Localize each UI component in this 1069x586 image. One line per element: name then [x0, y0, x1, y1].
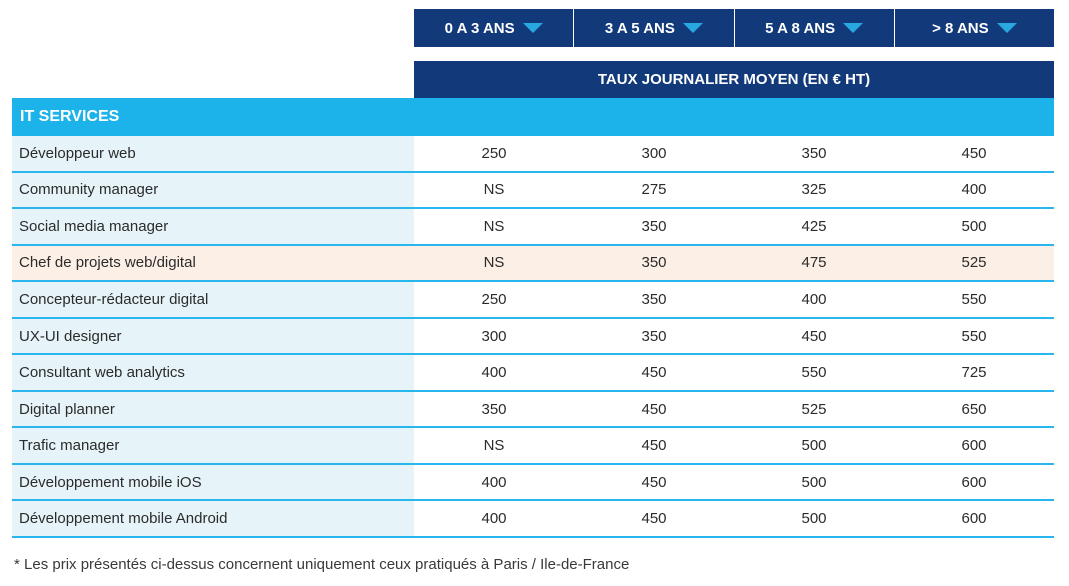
column-header-label: 5 A 8 ANS — [765, 19, 836, 37]
rate-cell: 250 — [414, 282, 574, 317]
rate-cell: 300 — [414, 318, 574, 354]
chevron-down-icon — [522, 23, 543, 33]
job-title-cell: UX-UI designer — [12, 318, 414, 354]
job-title-cell: Trafic manager — [12, 428, 414, 463]
column-header-0-3[interactable]: 0 A 3 ANS — [414, 9, 574, 47]
job-title-cell: Consultant web analytics — [12, 355, 414, 390]
rate-cell: 500 — [894, 209, 1054, 244]
table-row: Développement mobile Android 400 450 500 600 — [12, 501, 1054, 539]
rate-cell: 350 — [574, 318, 734, 354]
job-title-cell: Développement mobile iOS — [12, 464, 414, 500]
rate-cell: NS — [414, 209, 574, 244]
job-title-cell: Chef de projets web/digital — [12, 245, 414, 281]
rate-cell: 475 — [734, 245, 894, 281]
rate-cell: NS — [414, 172, 574, 208]
rate-cell: 525 — [734, 391, 894, 427]
rate-cell: 450 — [734, 318, 894, 354]
rate-cell: 400 — [414, 464, 574, 500]
rate-cell: 600 — [894, 501, 1054, 537]
table-row: Consultant web analytics 400 450 550 725 — [12, 355, 1054, 392]
column-header-label: 0 A 3 ANS — [444, 19, 515, 37]
job-title-cell: Développement mobile Android — [12, 501, 414, 537]
rate-cell: 350 — [574, 209, 734, 244]
rate-cell: 450 — [574, 428, 734, 463]
rate-cell: 400 — [414, 355, 574, 390]
experience-header-row: 0 A 3 ANS 3 A 5 ANS 5 A 8 ANS > 8 ANS — [414, 9, 1054, 47]
rate-cell: 400 — [734, 282, 894, 317]
column-header-label: > 8 ANS — [932, 19, 989, 37]
rate-cell: 500 — [734, 464, 894, 500]
table-row: Trafic manager NS 450 500 600 — [12, 428, 1054, 465]
rate-cell: 425 — [734, 209, 894, 244]
rate-cell: 350 — [574, 282, 734, 317]
column-header-8-plus[interactable]: > 8 ANS — [893, 9, 1054, 47]
footnote: * Les prix présentés ci-dessus concernen… — [14, 556, 630, 573]
rate-cell: 300 — [574, 136, 734, 171]
rate-cell: 350 — [414, 391, 574, 427]
rate-cell: 325 — [734, 172, 894, 208]
column-header-3-5[interactable]: 3 A 5 ANS — [573, 9, 734, 47]
table-row: Community manager NS 275 325 400 — [12, 172, 1054, 210]
rate-cell: 450 — [574, 501, 734, 537]
section-title: IT SERVICES — [12, 98, 1054, 136]
rate-cell: 550 — [734, 355, 894, 390]
table-row: Chef de projets web/digital NS 350 475 525 — [12, 245, 1054, 283]
rate-cell: 500 — [734, 501, 894, 537]
job-title-cell: Digital planner — [12, 391, 414, 427]
table-row: Social media manager NS 350 425 500 — [12, 209, 1054, 246]
table-row: Concepteur-rédacteur digital 250 350 400 550 — [12, 282, 1054, 319]
rate-cell: 525 — [894, 245, 1054, 281]
chevron-down-icon — [682, 23, 703, 33]
rate-cell: 275 — [574, 172, 734, 208]
rate-table: Développeur web 250 300 350 450 Community man… — [12, 136, 1054, 539]
rate-cell: 725 — [894, 355, 1054, 390]
rate-cell: 600 — [894, 464, 1054, 500]
rate-cell: 550 — [894, 318, 1054, 354]
rate-cell: 450 — [574, 464, 734, 500]
chevron-down-icon — [996, 23, 1017, 33]
rate-cell: 500 — [734, 428, 894, 463]
rate-cell: 350 — [734, 136, 894, 171]
column-header-5-8[interactable]: 5 A 8 ANS — [733, 9, 894, 47]
chevron-down-icon — [843, 23, 864, 33]
rate-cell: 600 — [894, 428, 1054, 463]
taux-header: TAUX JOURNALIER MOYEN (EN € HT) — [414, 61, 1054, 98]
table-row: Développement mobile iOS 400 450 500 600 — [12, 464, 1054, 502]
table-row: Digital planner 350 450 525 650 — [12, 391, 1054, 429]
rate-cell: NS — [414, 428, 574, 463]
rate-cell: NS — [414, 245, 574, 281]
rate-cell: 450 — [574, 391, 734, 427]
rate-cell: 650 — [894, 391, 1054, 427]
rate-cell: 450 — [574, 355, 734, 390]
column-header-label: 3 A 5 ANS — [604, 19, 675, 37]
job-title-cell: Concepteur-rédacteur digital — [12, 282, 414, 317]
table-row: Développeur web 250 300 350 450 — [12, 136, 1054, 173]
rate-cell: 450 — [894, 136, 1054, 171]
job-title-cell: Community manager — [12, 172, 414, 208]
job-title-cell: Social media manager — [12, 209, 414, 244]
rate-cell: 550 — [894, 282, 1054, 317]
rate-cell: 400 — [414, 501, 574, 537]
rate-cell: 250 — [414, 136, 574, 171]
rate-cell: 400 — [894, 172, 1054, 208]
rate-cell: 350 — [574, 245, 734, 281]
table-row: UX-UI designer 300 350 450 550 — [12, 318, 1054, 356]
job-title-cell: Développeur web — [12, 136, 414, 171]
